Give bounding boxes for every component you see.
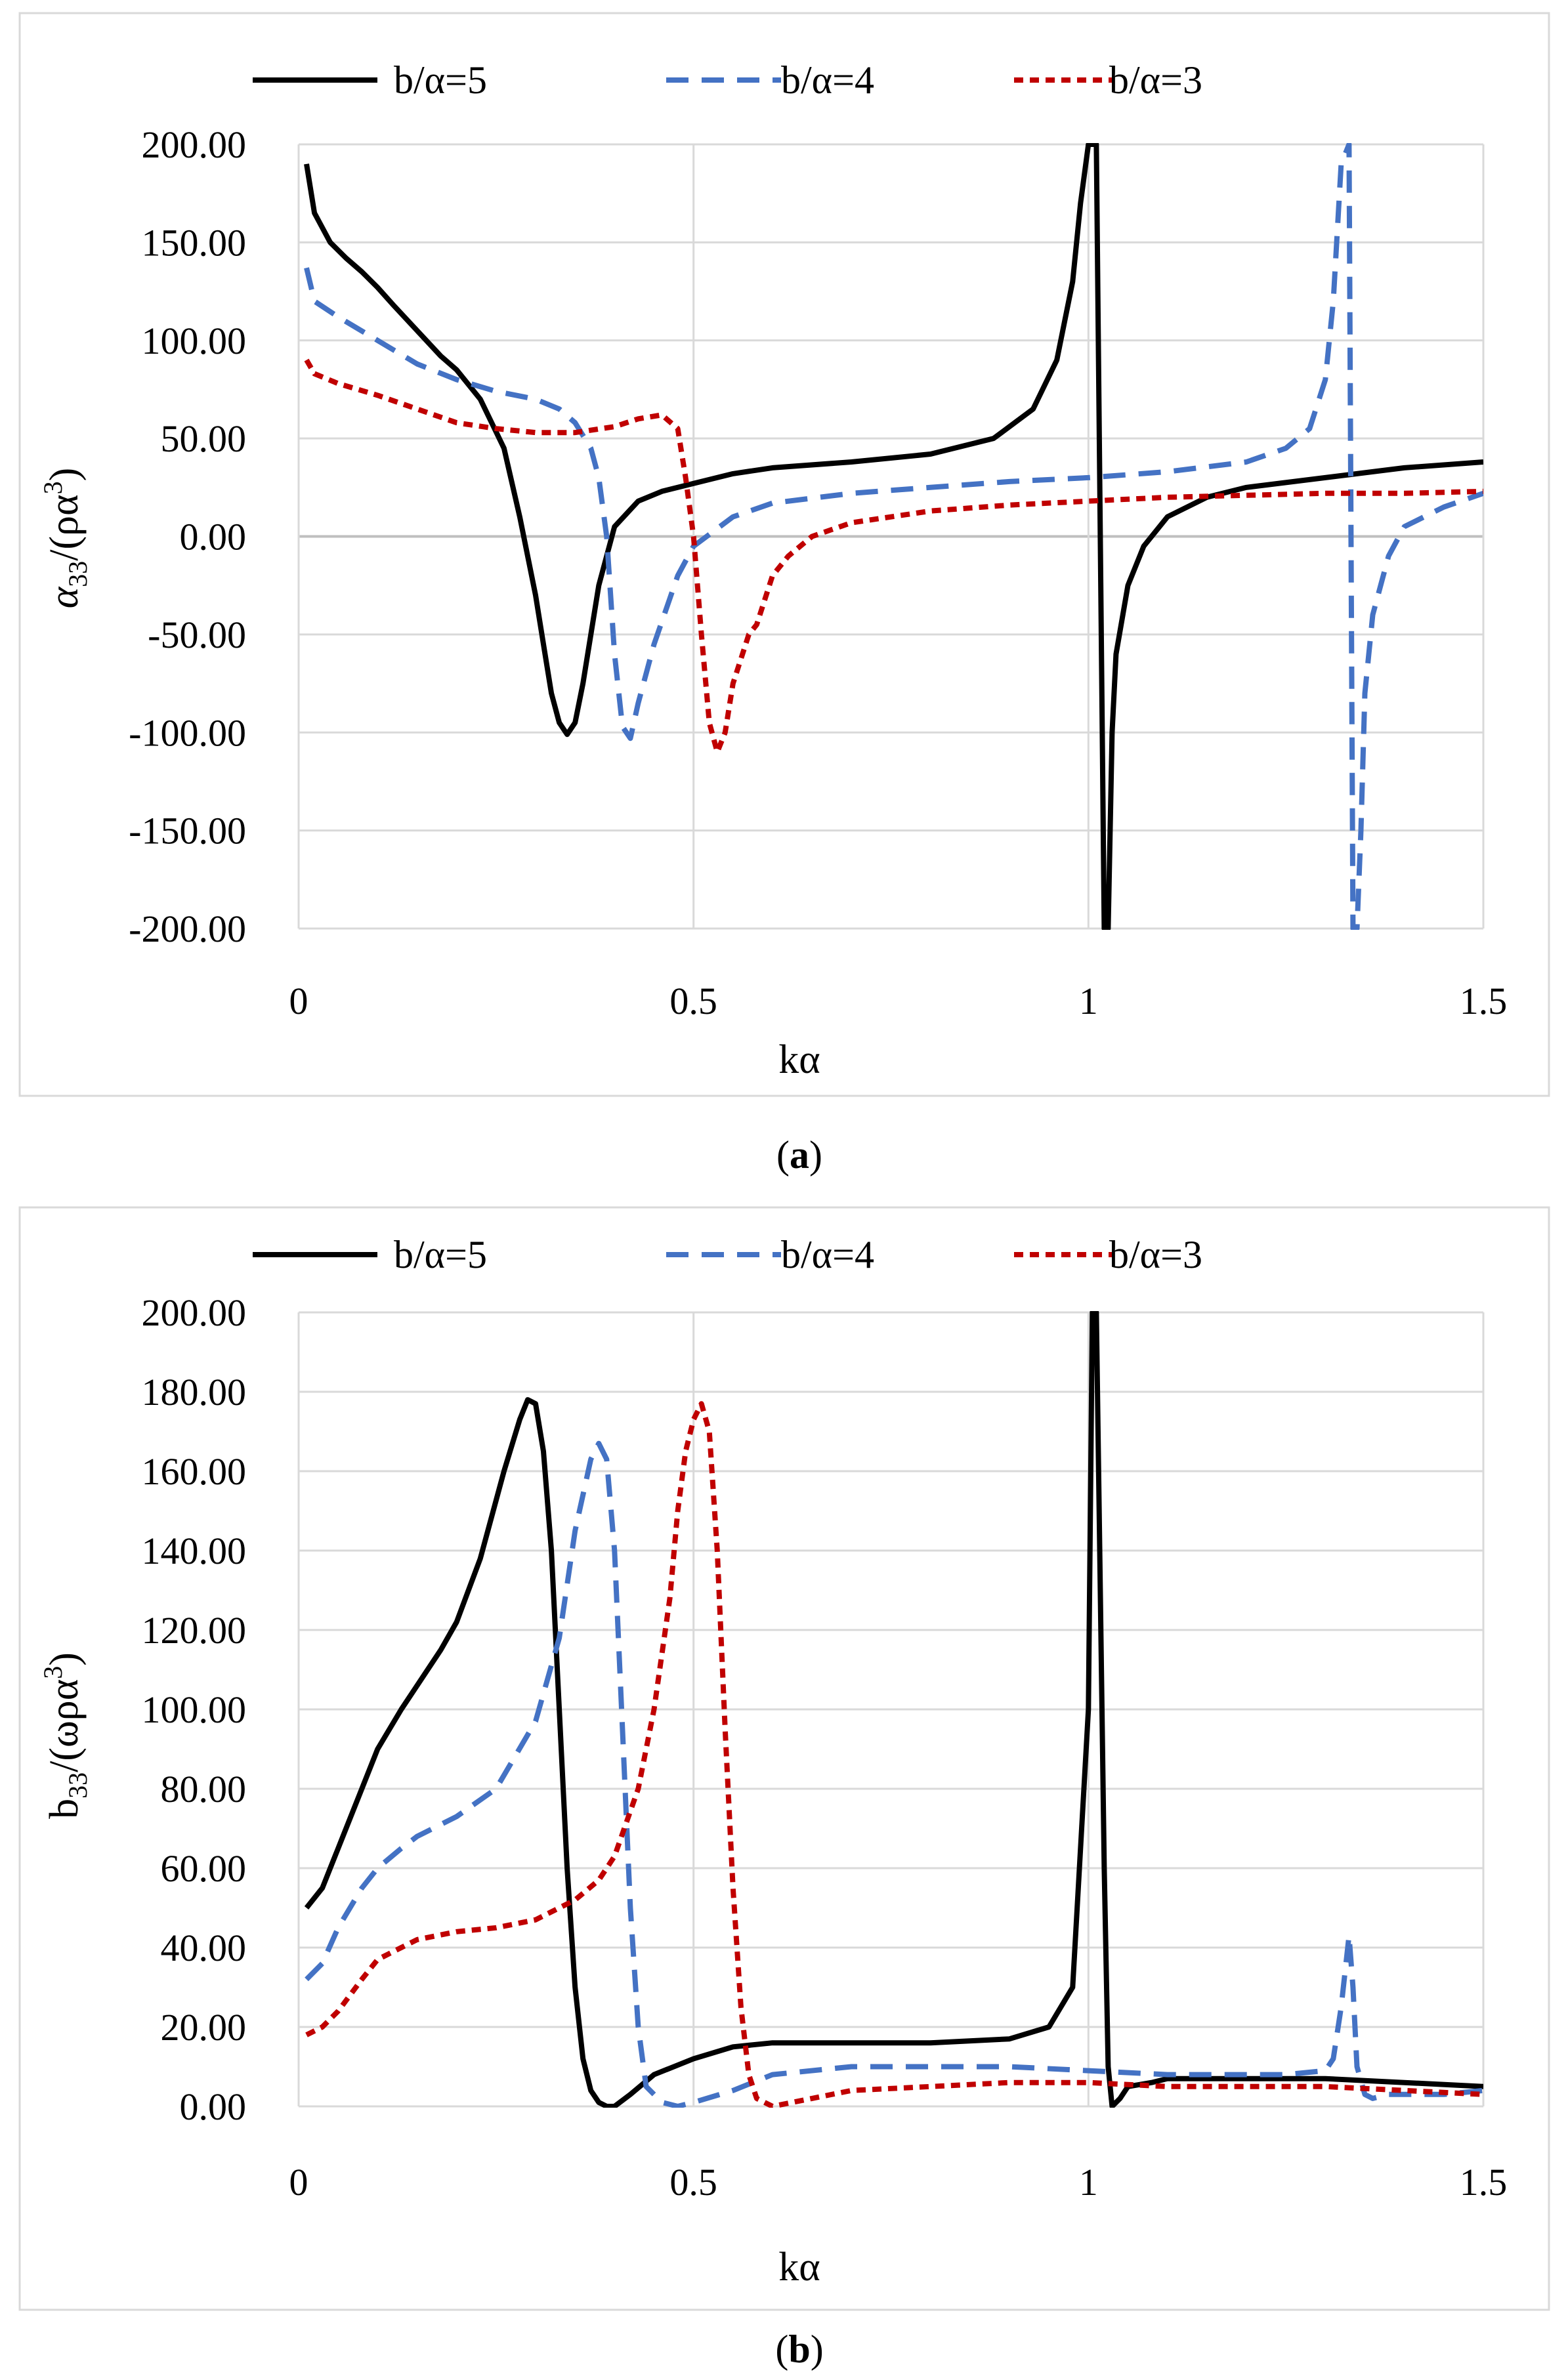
legend-a: b/α=5 b/α=4 b/α=3 <box>253 58 1202 102</box>
y-tick-label-b: 60.00 <box>161 1847 247 1890</box>
chart-panel-b: 200.00180.00160.00140.00120.00100.0080.0… <box>18 1206 1550 2311</box>
x-axis-title-a: kα <box>778 1037 820 1082</box>
series-layer-a <box>304 143 1483 930</box>
y-axis-title-b: b33/(ωρα3) <box>38 1652 93 1819</box>
series-line-a-3 <box>304 358 1483 755</box>
x-tick-label-a: 1.5 <box>1460 980 1508 1022</box>
series-line-a-2 <box>304 143 1483 930</box>
series-layer-b <box>304 1311 1483 2108</box>
legend-label-b-2: b/α=4 <box>781 1233 874 1276</box>
y-axis-title-b-main: b <box>42 1799 87 1819</box>
x-tick-label-a: 0.5 <box>669 980 717 1022</box>
y-tick-label-b: 100.00 <box>142 1688 247 1731</box>
y-tick-label-a: 50.00 <box>161 417 247 460</box>
chart-panel-a: 200.00 150.00 100.00 50.00 0.00 -50.00 -100.00… <box>18 12 1550 1097</box>
y-tick-label-b: 120.00 <box>142 1609 247 1652</box>
y-tick-label-b: 200.00 <box>142 1291 247 1334</box>
y-tick-label-b: 40.00 <box>161 1927 247 1969</box>
y-tick-label-a: 0.00 <box>180 516 247 558</box>
y-tick-label-b: 160.00 <box>142 1450 247 1493</box>
x-tick-label-a: 0 <box>289 980 308 1022</box>
y-axis-title-a-end: ) <box>42 468 87 482</box>
panel-caption-b-letter: b <box>788 2328 810 2371</box>
gridlines-b <box>297 1311 1485 2108</box>
y-axis-title-a-rest: /(ρα <box>42 494 87 560</box>
y-tick-label-a: -150.00 <box>129 810 246 852</box>
y-axis-title-a: α33/(ρα3) <box>38 468 93 609</box>
x-tick-label-b: 1 <box>1079 2161 1098 2203</box>
series-line-b-3 <box>305 1401 1483 2108</box>
legend-label-b-1: b/α=5 <box>394 1233 487 1276</box>
x-tick-label-a: 1 <box>1079 980 1098 1022</box>
x-tick-label-b: 0.5 <box>669 2161 717 2203</box>
chart-frame-b <box>18 1206 1550 2311</box>
legend-label-a-1: b/α=5 <box>394 58 487 102</box>
y-tick-label-a: 200.00 <box>142 123 247 166</box>
y-axis-title-b-end: ) <box>42 1652 87 1666</box>
x-axis-title-b: kα <box>778 2245 820 2289</box>
series-line-a-1 <box>304 143 1483 930</box>
gridlines-a <box>297 143 1485 930</box>
y-axis-title-b-sup: 3 <box>38 1666 68 1679</box>
legend-label-a-3: b/α=3 <box>1109 58 1202 102</box>
chart-frame-a <box>18 12 1550 1097</box>
y-tick-label-b: 0.00 <box>180 2085 247 2128</box>
panel-caption-a: (a) <box>776 1133 822 1177</box>
y-tick-label-b: 80.00 <box>161 1768 247 1810</box>
y-tick-label-a: -100.00 <box>129 711 246 754</box>
y-tick-label-b: 180.00 <box>142 1371 247 1413</box>
y-axis-title-b-rest: /(ωρα <box>42 1679 87 1772</box>
tick-labels-a: 200.00 150.00 100.00 50.00 0.00 -50.00 -100.00… <box>129 123 1507 1022</box>
legend-b: b/α=5 b/α=4 b/α=3 <box>253 1233 1202 1276</box>
legend-label-b-3: b/α=3 <box>1109 1233 1202 1276</box>
y-tick-label-a: -50.00 <box>148 614 246 656</box>
y-axis-title-b-sub: 33 <box>63 1772 93 1799</box>
tick-labels-b: 200.00180.00160.00140.00120.00100.0080.0… <box>142 1291 1508 2203</box>
y-tick-label-a: -200.00 <box>129 908 246 950</box>
legend-label-a-2: b/α=4 <box>781 58 874 102</box>
y-axis-title-a-main: α <box>42 586 87 608</box>
y-tick-label-b: 20.00 <box>161 2006 247 2049</box>
panel-caption-a-letter: a <box>790 1133 809 1177</box>
panel-caption-b: (b) <box>775 2328 823 2371</box>
x-tick-label-b: 0 <box>289 2161 308 2203</box>
series-line-b-1 <box>304 1311 1483 2108</box>
y-tick-label-a: 100.00 <box>142 320 247 362</box>
x-tick-label-b: 1.5 <box>1460 2161 1508 2203</box>
y-tick-label-b: 140.00 <box>142 1530 247 1572</box>
y-tick-label-a: 150.00 <box>142 221 247 264</box>
y-axis-title-a-sub: 33 <box>63 561 93 587</box>
y-axis-title-a-sup: 3 <box>38 481 68 494</box>
